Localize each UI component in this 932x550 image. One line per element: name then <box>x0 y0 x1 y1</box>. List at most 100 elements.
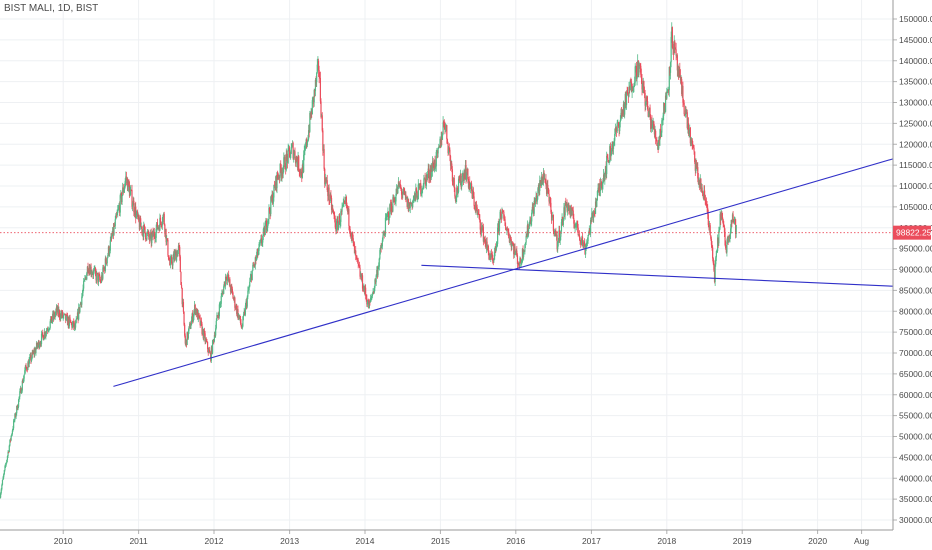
candle-body <box>588 228 590 234</box>
candle-body <box>104 258 106 271</box>
candle-body <box>110 236 113 238</box>
candle-body <box>500 216 502 219</box>
candle-body <box>572 210 574 219</box>
candle-body <box>189 323 191 327</box>
candle-body <box>416 192 418 200</box>
y-axis[interactable]: 30000.00 35000.00 40000.00 45000.00 50000.00… <box>892 0 932 530</box>
candle-body <box>58 310 60 315</box>
candle-body <box>589 220 592 234</box>
candle-body <box>655 130 657 139</box>
candle-body <box>8 451 10 453</box>
candle-body <box>117 210 119 214</box>
candle-body <box>710 235 712 239</box>
candle-body <box>220 303 222 305</box>
candle-body <box>343 200 345 203</box>
candle-body <box>228 274 230 282</box>
candle-body <box>616 122 618 132</box>
candle-body <box>424 177 426 179</box>
candle-body <box>210 347 212 361</box>
candle-body <box>307 139 309 142</box>
candle-body <box>80 302 82 305</box>
candle-body <box>58 310 61 318</box>
candle-body <box>189 323 191 329</box>
candle-body <box>586 241 589 243</box>
candle-body <box>361 275 364 289</box>
candle-body <box>246 301 248 307</box>
candle-body <box>686 112 688 115</box>
candle-body <box>666 90 669 94</box>
candle-body <box>341 207 343 212</box>
candle-body <box>124 181 126 186</box>
candle-body <box>61 311 63 316</box>
candle-body <box>715 257 717 265</box>
candle-body <box>158 226 160 231</box>
candle-body <box>503 211 505 219</box>
candle-body <box>440 136 442 147</box>
candle-body <box>534 200 536 204</box>
candle-body <box>649 107 651 118</box>
candle-body <box>135 213 137 219</box>
candle-body <box>71 322 73 328</box>
candle-body <box>17 399 20 407</box>
candle-body <box>386 213 388 217</box>
candle-body <box>370 297 372 299</box>
candle-body <box>584 245 586 255</box>
candle-body <box>53 312 55 319</box>
candle-body <box>459 179 461 183</box>
candle-body <box>125 176 127 182</box>
candle-body <box>558 230 560 241</box>
candle-body <box>717 237 719 251</box>
candle-body <box>720 212 722 220</box>
candle-body <box>26 369 28 371</box>
candle-body <box>172 257 174 266</box>
x-axis[interactable]: 2010 2011 2012 2013 2014 2015 2016 2017 2018 2019… <box>0 529 893 546</box>
candle-body <box>216 315 218 321</box>
candle-body <box>90 266 92 274</box>
candle-body <box>630 82 633 93</box>
candle-body <box>321 115 323 118</box>
candle-body <box>606 155 608 158</box>
candle-body <box>34 349 36 354</box>
candle-body <box>224 281 226 286</box>
candle-body <box>312 96 315 103</box>
candle-body <box>643 91 646 94</box>
candle-body <box>97 275 100 283</box>
candle-body <box>252 264 255 267</box>
candle-body <box>32 351 35 354</box>
candle-body <box>712 258 714 264</box>
candle-body <box>119 195 121 213</box>
candle-body <box>526 235 528 238</box>
candle-body <box>624 93 626 104</box>
candle-body <box>352 232 354 239</box>
candle-body <box>34 349 36 355</box>
candle-body <box>46 329 48 331</box>
candle-body <box>107 246 110 256</box>
candle-body <box>687 123 690 135</box>
candle-body <box>452 181 454 183</box>
candle-body <box>539 180 541 186</box>
candle-body <box>572 209 574 211</box>
candle-body <box>498 219 501 231</box>
candle-body <box>373 287 375 293</box>
candle-body <box>599 184 601 191</box>
candle-body <box>294 151 296 160</box>
candle-body <box>271 194 273 201</box>
candle-body <box>418 183 420 185</box>
candle-body <box>322 149 325 151</box>
candle-body <box>384 234 386 236</box>
candle-body <box>123 189 125 193</box>
candle-body <box>435 166 437 168</box>
candle-body <box>518 263 520 266</box>
candle-body <box>115 214 118 216</box>
candle-body <box>83 281 85 289</box>
candle-body <box>509 237 511 243</box>
candle-body <box>266 227 268 230</box>
candle-body <box>19 388 22 392</box>
candle-body <box>255 255 258 261</box>
candle-body <box>121 195 123 202</box>
candle-body <box>363 286 365 291</box>
candle-body <box>172 253 175 258</box>
candle-body <box>117 207 119 211</box>
candle-body <box>605 166 607 175</box>
